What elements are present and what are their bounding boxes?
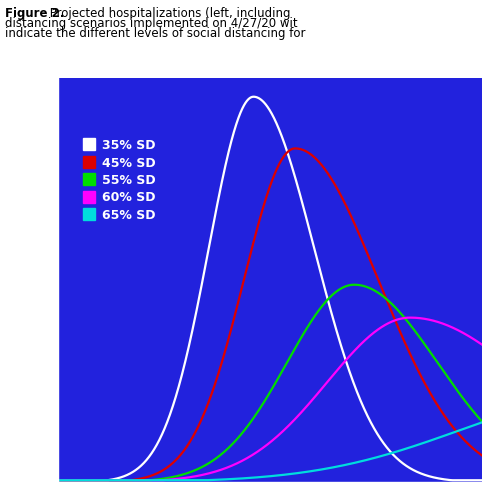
Text: Figure 2.: Figure 2. (5, 7, 64, 20)
Text: Projected hospitalizations (left, including: Projected hospitalizations (left, includ… (46, 7, 291, 20)
Legend: 35% SD, 45% SD, 55% SD, 60% SD, 65% SD: 35% SD, 45% SD, 55% SD, 60% SD, 65% SD (82, 137, 158, 224)
Title: Total Hospitalizations, Scenario A: Total Hospitalizations, Scenario A (145, 61, 395, 74)
Text: indicate the different levels of social distancing for: indicate the different levels of social … (5, 27, 305, 40)
Y-axis label: Count: Count (0, 257, 4, 303)
Text: distancing scenarios implemented on 4/27/20 wit: distancing scenarios implemented on 4/27… (5, 17, 298, 30)
